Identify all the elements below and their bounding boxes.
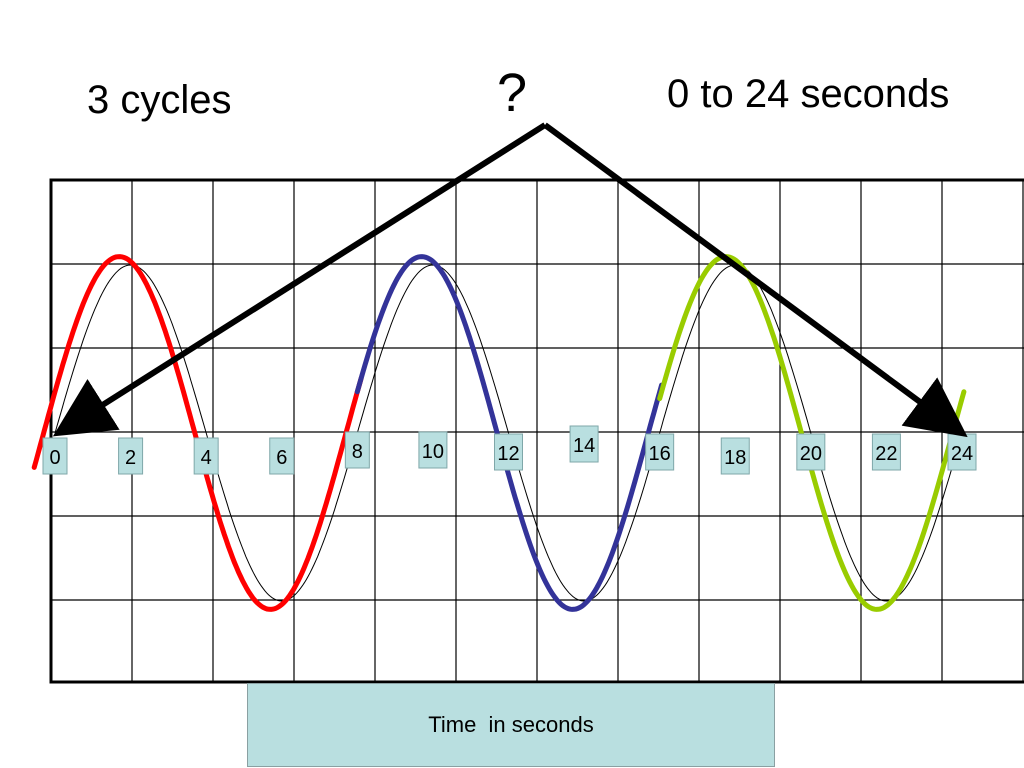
tick-text: 2 [125,447,136,469]
tick-text: 10 [422,441,444,463]
tick-label-22: 22 [871,433,901,471]
tick-label-4: 4 [193,437,219,475]
tick-text: 6 [276,447,287,469]
tick-text: 14 [573,435,595,457]
tick-label-18: 18 [720,437,750,475]
tick-label-0: 0 [42,437,68,475]
tick-text: 4 [201,447,212,469]
tick-text: 8 [352,441,363,463]
cycles-label: 3 cycles [87,78,232,122]
tick-text: 16 [649,443,671,465]
tick-label-12: 12 [494,433,523,471]
arrow-to-start [52,122,547,437]
reference-sine [54,264,963,602]
tick-text: 24 [951,443,973,465]
grid-border [49,178,1024,684]
tick-text: 22 [875,443,897,465]
tick-label-8: 8 [344,431,370,469]
tick-label-20: 20 [796,433,826,471]
duration-label: 0 to 24 seconds [667,72,950,116]
grid [49,178,1024,684]
time-axis-title: Time in seconds [247,683,775,767]
tick-text: 18 [724,447,746,469]
tick-text: 0 [49,447,60,469]
tick-label-14: 14 [569,425,599,463]
tick-label-6: 6 [269,437,295,475]
tick-label-10: 10 [418,431,448,469]
tick-labels: 0 2 4 6 8 10 12 14 16 18 20 22 24 [42,425,977,475]
wave-cycle3 [657,254,967,612]
tick-label-16: 16 [645,433,675,471]
arrows [52,122,968,438]
question-mark: ? [497,63,528,123]
tick-text: 20 [800,443,822,465]
tick-text: 12 [497,443,519,465]
wave-cycle2 [354,254,665,612]
reference-wave [54,264,963,602]
time-axis-title-text: Time in seconds [428,712,594,737]
wave-cycle1 [31,254,364,612]
tick-label-2: 2 [118,437,144,475]
colored-waves [31,254,967,612]
arrow-to-end [543,122,968,438]
tick-label-24: 24 [947,433,977,471]
